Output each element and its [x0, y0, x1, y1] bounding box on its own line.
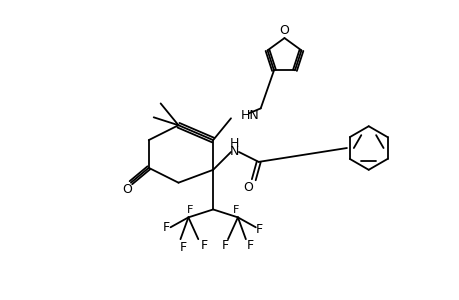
Text: HN: HN [241, 109, 259, 122]
Text: F: F [232, 206, 239, 215]
Text: F: F [221, 238, 228, 252]
Text: H: H [229, 136, 238, 150]
Text: F: F [187, 206, 193, 215]
Text: O: O [279, 24, 289, 37]
Text: F: F [200, 238, 207, 252]
Text: O: O [122, 183, 132, 196]
Text: N: N [229, 146, 238, 158]
Text: F: F [179, 241, 187, 254]
Text: F: F [256, 223, 263, 236]
Text: O: O [242, 181, 252, 194]
Text: F: F [162, 221, 170, 234]
Text: F: F [246, 238, 253, 252]
